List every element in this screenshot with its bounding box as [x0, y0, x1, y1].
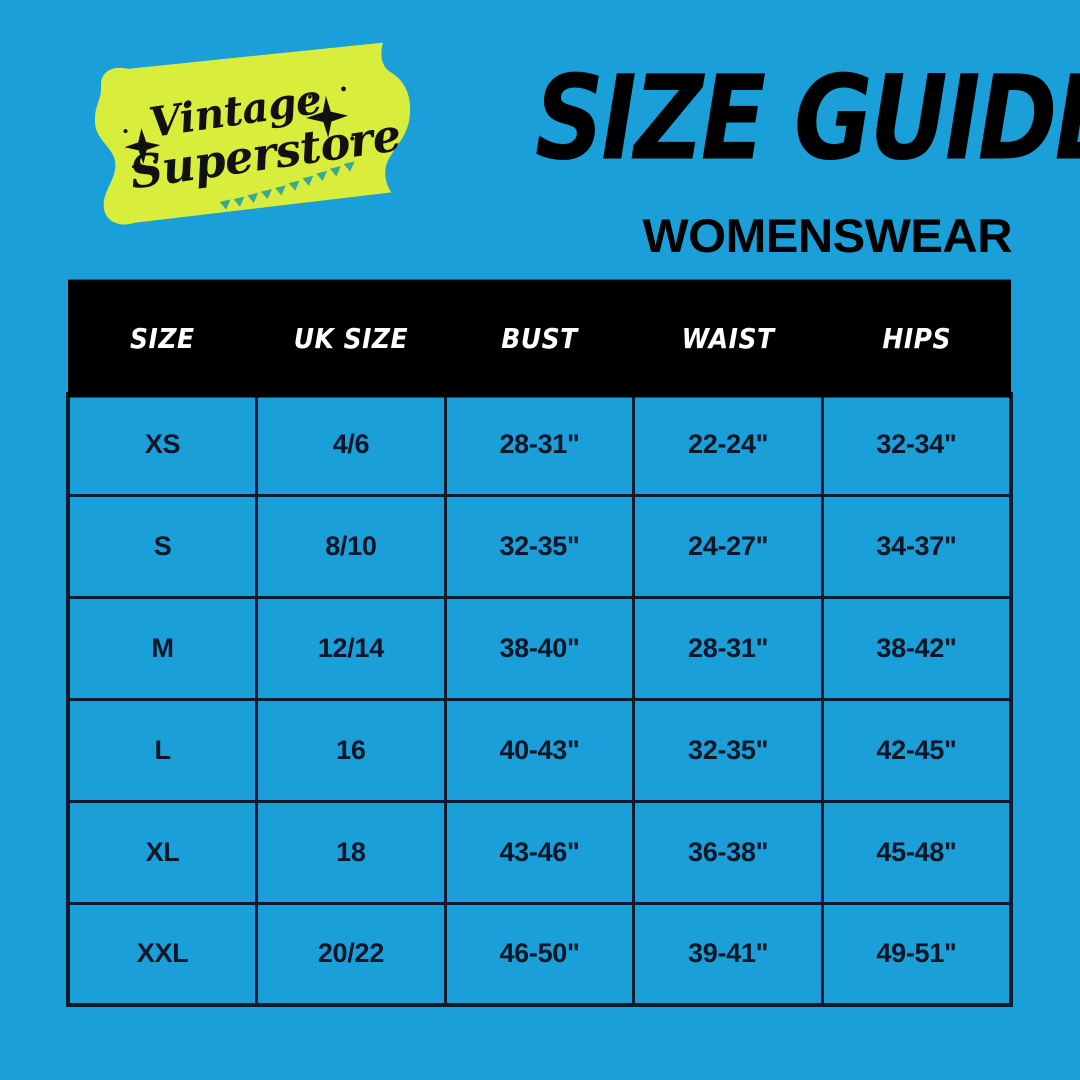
cell-hips: 34-37"	[820, 493, 1013, 599]
table-row: L 16 40-43" 32-35" 42-45"	[66, 697, 1013, 803]
cell-bust: 32-35"	[443, 493, 636, 599]
cell-hips: 38-42"	[820, 595, 1013, 701]
cell-hips: 32-34"	[820, 391, 1013, 497]
table-row: S 8/10 32-35" 24-27" 34-37"	[66, 493, 1013, 599]
column-header-waist: WAIST	[633, 279, 823, 399]
table-row: XL 18 43-46" 36-38" 45-48"	[66, 799, 1013, 905]
cell-hips: 42-45"	[820, 697, 1013, 803]
cell-waist: 24-27"	[632, 493, 824, 599]
cell-uk-size: 16	[255, 697, 447, 803]
column-header-uk-size: UK SIZE	[256, 279, 446, 399]
brand-logo-badge: Vintage Superstore	[83, 39, 422, 232]
column-header-size: SIZE	[68, 279, 257, 399]
cell-size: S	[66, 493, 259, 599]
cell-bust: 43-46"	[443, 799, 636, 905]
size-guide-table: SIZE UK SIZE BUST WAIST HIPS XS 4/6 28-3…	[66, 279, 1013, 1007]
table-header: SIZE UK SIZE BUST WAIST HIPS	[68, 279, 1011, 399]
table-row: XXL 20/22 46-50" 39-41" 49-51"	[66, 901, 1013, 1007]
cell-waist: 28-31"	[632, 595, 824, 701]
sparkle-icon-right	[306, 86, 355, 141]
page-title: SIZE GUIDE	[534, 50, 1080, 187]
cell-size: XS	[66, 391, 259, 497]
page-subtitle: WOMENSWEAR	[642, 209, 1012, 262]
cell-bust: 46-50"	[443, 901, 636, 1007]
column-header-bust: BUST	[445, 279, 634, 399]
table-row: M 12/14 38-40" 28-31" 38-42"	[66, 595, 1013, 701]
cell-uk-size: 12/14	[255, 595, 447, 701]
column-header-hips: HIPS	[822, 279, 1011, 399]
badge-shape-icon	[95, 42, 411, 225]
cell-waist: 36-38"	[632, 799, 824, 905]
table-body: XS 4/6 28-31" 22-24" 32-34" S 8/10 32-35…	[66, 391, 1013, 1007]
cell-size: XL	[66, 799, 259, 905]
triangle-arrow-chain-icon	[219, 161, 355, 210]
cell-uk-size: 4/6	[255, 391, 447, 497]
cell-uk-size: 18	[255, 799, 447, 905]
cell-size: M	[66, 595, 259, 701]
cell-waist: 39-41"	[632, 901, 824, 1007]
cell-hips: 45-48"	[820, 799, 1013, 905]
cell-hips: 49-51"	[820, 901, 1013, 1007]
table-header-row: SIZE UK SIZE BUST WAIST HIPS	[68, 279, 1011, 399]
table-row: XS 4/6 28-31" 22-24" 32-34"	[66, 391, 1013, 497]
cell-size: L	[66, 697, 259, 803]
cell-size: XXL	[66, 901, 259, 1007]
cell-bust: 28-31"	[443, 391, 636, 497]
sparkle-icon	[123, 128, 161, 169]
cell-uk-size: 20/22	[255, 901, 447, 1007]
cell-bust: 40-43"	[443, 697, 636, 803]
cell-uk-size: 8/10	[255, 493, 447, 599]
cell-waist: 22-24"	[632, 391, 824, 497]
cell-bust: 38-40"	[443, 595, 636, 701]
cell-waist: 32-35"	[632, 697, 824, 803]
